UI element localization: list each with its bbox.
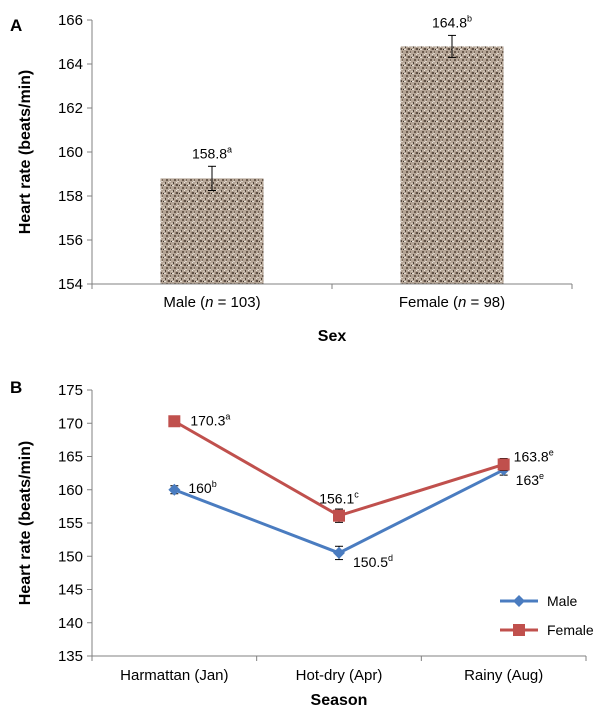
legend-marker — [513, 624, 525, 636]
bar — [400, 46, 504, 285]
x-tick-label: Hot-dry (Apr) — [296, 667, 383, 684]
y-tick-label: 156 — [58, 232, 83, 249]
point-marker — [168, 483, 181, 496]
y-tick-label: 160 — [58, 144, 83, 161]
panel-a-x-axis-ticks: Male (n = 103) Female (n = 98) — [91, 284, 573, 311]
data-label: 163e — [516, 471, 544, 488]
point-marker — [333, 509, 345, 522]
y-tick-label: 165 — [58, 449, 83, 466]
y-tick-label: 164 — [58, 56, 83, 73]
point-marker — [497, 458, 510, 471]
data-label: 158.8a — [192, 144, 232, 161]
legend-marker — [513, 595, 525, 607]
panel-a-y-axis-ticks: 154 156 158 160 162 164 166 — [58, 12, 92, 293]
panel-b-y-axis-ticks: 135 140 145 150 155 160 165 170 175 — [58, 382, 92, 665]
y-tick-label: 170 — [58, 415, 83, 432]
data-label: 164.8b — [432, 13, 472, 30]
x-tick-label: Female (n = 98) — [399, 294, 505, 311]
y-tick-label: 175 — [58, 382, 83, 399]
legend-item-female: Female — [500, 622, 594, 638]
panel-b-letter: B — [10, 378, 22, 397]
data-label: 156.1c — [319, 490, 359, 507]
panel-b-line-chart: B 135 140 145 150 155 160 165 170 175 Harmattan … — [10, 378, 594, 709]
bar — [160, 178, 264, 284]
panel-a-bar-chart: A 154 156 158 160 162 164 166 158.8a 164.8b Mal… — [10, 12, 573, 345]
point-marker — [333, 546, 345, 559]
y-tick-label: 158 — [58, 188, 83, 205]
point-marker — [168, 415, 181, 428]
panel-b-data-labels: 160b 150.5d 163e 170.3a 156.1c 163.8e — [188, 411, 553, 570]
panel-b-y-axis-title: Heart rate (beats/min) — [17, 441, 34, 606]
data-label: 163.8e — [514, 447, 554, 464]
y-tick-label: 140 — [58, 615, 83, 632]
data-label: 150.5d — [353, 553, 393, 570]
y-tick-label: 135 — [58, 648, 83, 665]
panel-a-y-axis-title: Heart rate (beats/min) — [17, 70, 34, 235]
data-label: 170.3a — [190, 411, 230, 428]
panel-b-series — [168, 415, 510, 561]
series-female — [168, 415, 510, 523]
panel-b-x-axis-title: Season — [311, 692, 368, 709]
y-tick-label: 160 — [58, 482, 83, 499]
panel-b-legend: Male Female — [500, 593, 594, 638]
panel-a-x-axis-title: Sex — [318, 328, 347, 345]
x-tick-label: Harmattan (Jan) — [120, 667, 228, 684]
y-tick-label: 154 — [58, 276, 83, 293]
y-tick-label: 166 — [58, 12, 83, 29]
legend-item-male: Male — [500, 593, 578, 609]
x-tick-label: Rainy (Aug) — [464, 667, 543, 684]
panel-a-error-bars — [208, 34, 456, 191]
y-tick-label: 150 — [58, 548, 83, 565]
x-tick-label: Male (n = 103) — [163, 294, 260, 311]
panel-a-data-labels: 158.8a 164.8b — [192, 13, 472, 161]
panel-a-bars — [160, 46, 504, 285]
legend-label: Female — [547, 622, 594, 638]
legend-label: Male — [547, 593, 578, 609]
panel-a-letter: A — [10, 16, 22, 35]
panel-b-x-axis-ticks: Harmattan (Jan) Hot-dry (Apr) Rainy (Aug) — [91, 656, 587, 684]
y-tick-label: 145 — [58, 582, 83, 599]
y-tick-label: 162 — [58, 100, 83, 117]
y-tick-label: 155 — [58, 515, 83, 532]
data-label: 160b — [188, 479, 216, 496]
